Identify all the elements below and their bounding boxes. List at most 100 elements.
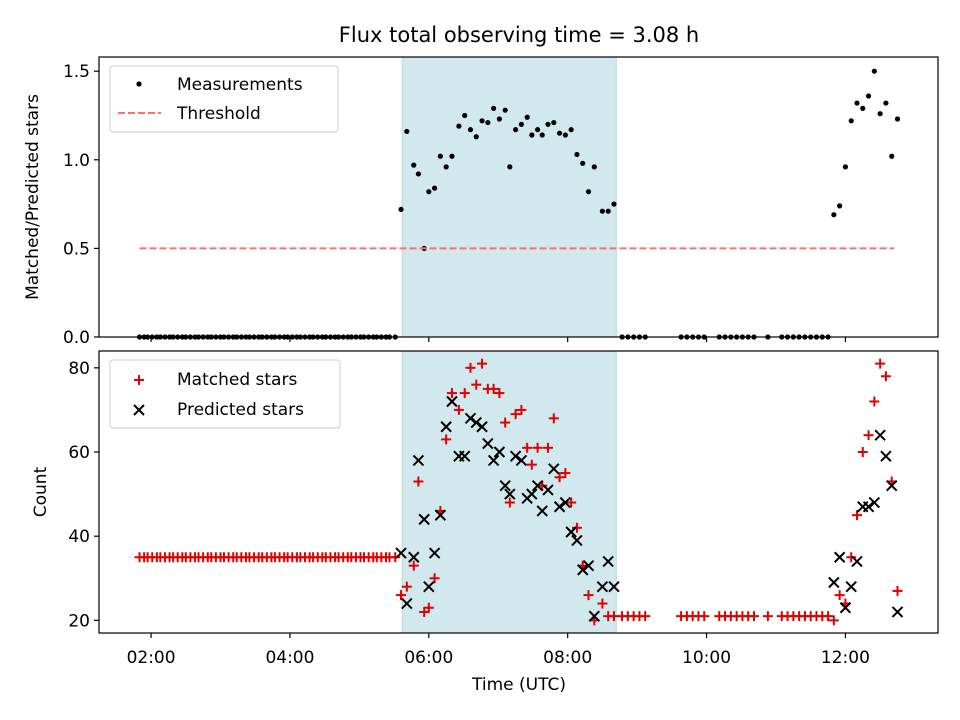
measurement-point (449, 153, 455, 159)
matched-point (834, 590, 845, 601)
matched-point (465, 362, 476, 373)
measurement-point (562, 132, 568, 138)
matched-point (413, 476, 424, 487)
ratio-marks (136, 68, 901, 340)
measurement-point (842, 164, 849, 170)
predicted-point (440, 421, 452, 433)
measurement-point (502, 107, 508, 113)
matched-point (828, 615, 839, 626)
measurement-point (894, 116, 901, 122)
measurement-point (467, 127, 474, 133)
measurement-point (568, 127, 574, 133)
matched-point (500, 417, 511, 428)
predicted-point (845, 580, 857, 593)
predicted-point (526, 488, 538, 500)
measurement-point (513, 127, 519, 133)
predicted-point (891, 606, 904, 618)
matched-point (548, 413, 559, 424)
measurement-point (611, 201, 617, 207)
matched-point (554, 472, 565, 483)
predicted-point (531, 479, 544, 492)
predicted-point (874, 429, 886, 441)
shaded-interval-bottom (401, 350, 617, 634)
y-tick-label: 60 (68, 443, 90, 463)
panel-ratio: 0.0 0.5 1.0 1.5 Matched/Predicted stars Mea… (23, 56, 939, 348)
legend-top: Measurements Threshold (109, 65, 339, 133)
matched-point (488, 383, 499, 394)
matched-point (459, 388, 470, 399)
predicted-point (401, 597, 413, 610)
measurement-point (877, 111, 883, 117)
predicted-point (509, 450, 522, 462)
x-axis-bottom: 02:00 04:00 06:00 08:00 10:00 12:00 (127, 633, 870, 668)
matched-point (471, 379, 482, 390)
matched-point (863, 430, 874, 441)
predicted-point (851, 555, 863, 568)
measurement-point (462, 112, 468, 119)
predicted-point (504, 488, 516, 500)
legend-plus-glyph (134, 375, 144, 385)
y-tick-label: 80 (68, 359, 90, 379)
measurement-point (574, 151, 580, 158)
chart-title: Flux total observing time = 3.08 h (339, 23, 699, 47)
predicted-point (499, 479, 511, 492)
shaded-interval-top (401, 56, 617, 338)
measurement-point (871, 68, 877, 74)
legend-frame-top (109, 65, 339, 133)
measurement-point (496, 116, 503, 122)
predicted-point (493, 446, 506, 458)
measurement-point (534, 127, 541, 133)
matched-point (494, 388, 505, 399)
predicted-point (542, 484, 554, 496)
predicted-point (553, 501, 566, 513)
x-ticks-top (150, 337, 847, 342)
y-tick-label: 20 (68, 611, 90, 631)
predicted-point (470, 416, 482, 429)
measurement-point (831, 212, 837, 218)
measurement-point (599, 208, 606, 214)
matched-point (892, 585, 903, 596)
predicted-point (577, 564, 589, 576)
matched-point (560, 468, 571, 479)
matched-point (396, 590, 407, 601)
predicted-point (602, 555, 614, 568)
measurement-point (432, 185, 438, 191)
measurement-point (556, 130, 563, 136)
measurement-point (518, 121, 524, 127)
x-axis-label: Time (UTC) (471, 675, 566, 695)
matched-point (566, 497, 577, 508)
measurement-point (524, 114, 530, 120)
predicted-point (868, 496, 881, 509)
measurement-point (398, 206, 404, 213)
predicted-point (408, 551, 420, 563)
plot-frame-bottom (98, 350, 939, 634)
measurement-point (585, 189, 592, 195)
predicted-point (880, 450, 892, 462)
x-tick-label: 10:00 (682, 648, 731, 668)
legend-frame-bottom (109, 359, 341, 429)
y-axis-top: 0.0 0.5 1.0 1.5 (63, 62, 99, 348)
predicted-point (487, 454, 500, 467)
measurement-point (485, 119, 491, 126)
predicted-point (428, 547, 441, 559)
y-tick-label: 1.0 (63, 151, 90, 171)
legend-bottom: Matched stars Predicted stars (109, 359, 341, 429)
x-tick-label: 12:00 (821, 648, 870, 668)
matched-point (446, 388, 457, 399)
predicted-point (588, 610, 601, 622)
matched-point (851, 510, 862, 521)
count-marks (134, 358, 904, 626)
legend-label-measurements: Measurements (177, 75, 303, 95)
measurement-point (415, 171, 421, 177)
matched-point (516, 404, 527, 415)
y-tick-label: 0.5 (63, 239, 90, 259)
y-axis-label-top: Matched/Predicted stars (23, 94, 43, 300)
measurement-point (491, 105, 497, 111)
measurement-point (456, 123, 462, 129)
matched-point (441, 434, 452, 445)
predicted-point (536, 505, 548, 517)
measurement-point (889, 153, 895, 159)
measurement-point (529, 132, 535, 138)
